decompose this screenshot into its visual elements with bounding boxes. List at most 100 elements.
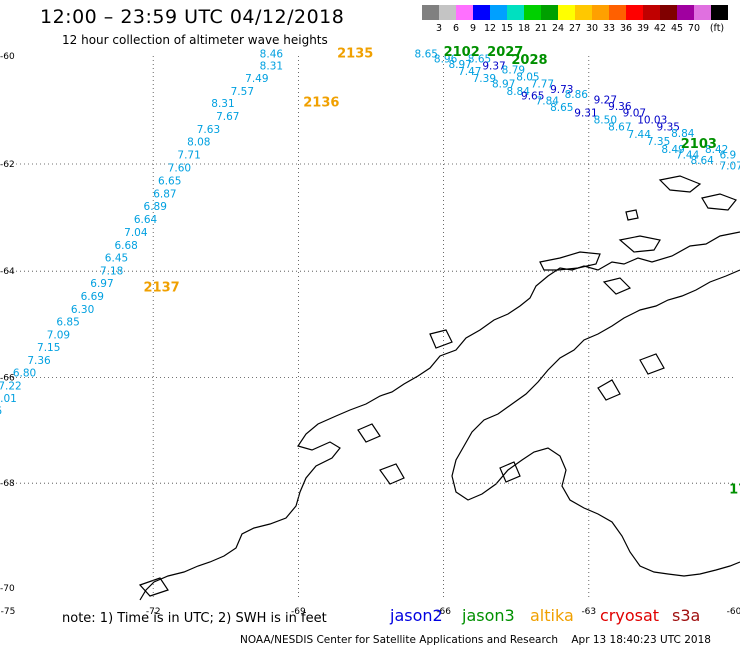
swh-value-label: 9.65 <box>521 90 544 102</box>
map-subtitle: 12 hour collection of altimeter wave hei… <box>62 33 328 47</box>
orbit-number-label: 17 <box>729 483 740 498</box>
swh-value-label: 6.30 <box>71 304 94 316</box>
colorbar-tick-label: 27 <box>569 23 581 34</box>
swh-value-label: 7.67 <box>216 111 239 123</box>
latitude-tick-label: -68 <box>0 479 15 489</box>
latitude-tick-label: -70 <box>0 584 15 594</box>
generated-timestamp: Apr 13 18:40:23 UTC 2018 <box>571 634 711 646</box>
colorbar-swatch <box>592 5 609 20</box>
island-4 <box>701 193 737 211</box>
swh-value-label: 9.07 <box>623 108 646 120</box>
orbit-number-label: 2103 <box>681 137 717 152</box>
swh-value-label: 8.84 <box>507 86 531 98</box>
colorbar-swatch <box>439 5 456 20</box>
colorbar-tick-label: 15 <box>501 23 513 34</box>
latitude-tick-labels: -60 -62 -64 -66 -68 -70 <box>0 52 15 594</box>
map-title: 12:00 – 23:59 UTC 04/12/2018 <box>40 6 345 28</box>
footer-credit: NOAA/NESDIS Center for Satellite Applica… <box>240 634 711 646</box>
swh-value-label: 6.85 <box>56 317 79 329</box>
credit-text: NOAA/NESDIS Center for Satellite Applica… <box>240 634 558 646</box>
colorbar-swatch <box>456 5 473 20</box>
colorbar-tick-label: 21 <box>535 23 547 34</box>
island-13 <box>625 209 639 221</box>
graticule <box>8 56 734 598</box>
swh-value-label: 8.86 <box>565 89 589 101</box>
island-10 <box>597 379 621 401</box>
swh-value-label: 7.71 <box>177 150 200 162</box>
wave-height-colorbar: 3 6 9 12 15 18 21 24 27 30 33 36 39 42 45 70 (ft) <box>422 5 728 34</box>
swh-value-label: 8.84 <box>671 128 695 140</box>
colorbar-swatch <box>660 5 677 20</box>
swh-value-label: 8.49 <box>661 144 684 156</box>
colorbar-tick-label: 12 <box>484 23 496 34</box>
swh-value-label: 7.47 <box>458 66 481 78</box>
swh-value-label: 8.08 <box>187 137 210 149</box>
orbit-number-label: 2027 <box>487 45 523 60</box>
swh-value-label: 8.96 <box>434 54 458 66</box>
legend-s3a: s3a <box>672 606 701 625</box>
footer-note: note: 1) Time is in UTC; 2) SWH is in fe… <box>62 611 327 626</box>
swh-value-label: 7.18 <box>100 265 123 277</box>
island-3 <box>658 175 702 193</box>
swh-value-label: 7.22 <box>0 380 22 392</box>
legend-cryosat: cryosat <box>600 606 660 625</box>
swh-value-label: 6.9 <box>719 150 736 162</box>
swh-value-label: 8.79 <box>502 64 525 76</box>
swh-value-labels: 8.468.317.497.578.317.677.638.087.717.60… <box>0 49 740 418</box>
island-7 <box>357 423 381 443</box>
orbit-number-label: 2135 <box>337 47 373 62</box>
island-6 <box>429 329 453 349</box>
orbit-number-label: 2102 <box>444 45 480 60</box>
longitude-tick-label: -75 <box>1 607 16 617</box>
island-8 <box>379 463 405 485</box>
swh-value-label: 7.07 <box>719 160 740 172</box>
colorbar-swatch <box>694 5 711 20</box>
antarctic-peninsula-coast <box>139 231 740 601</box>
swh-value-label: 7.35 <box>0 406 2 418</box>
inner-coast <box>451 269 740 577</box>
colorbar-tick-label: 24 <box>552 23 564 34</box>
swh-value-label: 6.89 <box>144 201 167 213</box>
orbit-number-label: 2028 <box>511 53 547 68</box>
swh-value-label: 8.97 <box>492 78 515 90</box>
swh-value-label: 7.57 <box>231 86 254 98</box>
colorbar-tick-label: 70 <box>688 23 700 34</box>
swh-value-label: 7.35 <box>647 136 670 148</box>
swh-value-label: 6.68 <box>114 240 137 252</box>
swh-value-label: 8.01 <box>0 393 17 405</box>
colorbar-swatch <box>558 5 575 20</box>
swh-value-label: 8.31 <box>211 98 234 110</box>
swh-value-label: 8.67 <box>608 122 631 134</box>
colorbar-tick-label: 36 <box>620 23 632 34</box>
swh-value-label: 7.09 <box>47 329 70 341</box>
swh-value-label: 10.03 <box>637 115 667 127</box>
swh-value-label: 9.37 <box>482 61 505 73</box>
swh-value-label: 6.45 <box>105 253 128 265</box>
swh-value-label: 6.64 <box>134 214 158 226</box>
swh-value-label: 6.87 <box>153 188 176 200</box>
colorbar-swatch <box>575 5 592 20</box>
swh-value-label: 7.63 <box>197 124 220 136</box>
colorbar-swatch <box>711 5 728 20</box>
latitude-tick-label: -62 <box>0 160 15 170</box>
swh-value-label: 7.15 <box>37 342 60 354</box>
swh-value-label: 8.65 <box>468 54 491 66</box>
orbit-number-label: 2136 <box>303 95 339 110</box>
orbit-number-label: 2137 <box>144 280 180 295</box>
colorbar-tick-label: 39 <box>637 23 649 34</box>
swh-value-label: 8.65 <box>415 49 438 61</box>
swh-value-label: 7.44 <box>628 129 652 141</box>
swh-value-label: 9.31 <box>574 108 597 120</box>
longitude-tick-label: -66 <box>436 607 451 617</box>
colorbar-swatch <box>473 5 490 20</box>
colorbar-tick-label: (ft) <box>710 23 724 34</box>
swh-value-label: 9.73 <box>550 84 573 96</box>
colorbar-tick-label: 30 <box>586 23 598 34</box>
swh-value-label: 7.39 <box>473 73 496 85</box>
colorbar-swatch <box>524 5 541 20</box>
swh-value-label: 8.46 <box>260 49 284 61</box>
latitude-tick-label: -60 <box>0 52 15 62</box>
swh-value-label: 8.05 <box>516 71 539 83</box>
colorbar-tick-label: 6 <box>453 23 459 34</box>
